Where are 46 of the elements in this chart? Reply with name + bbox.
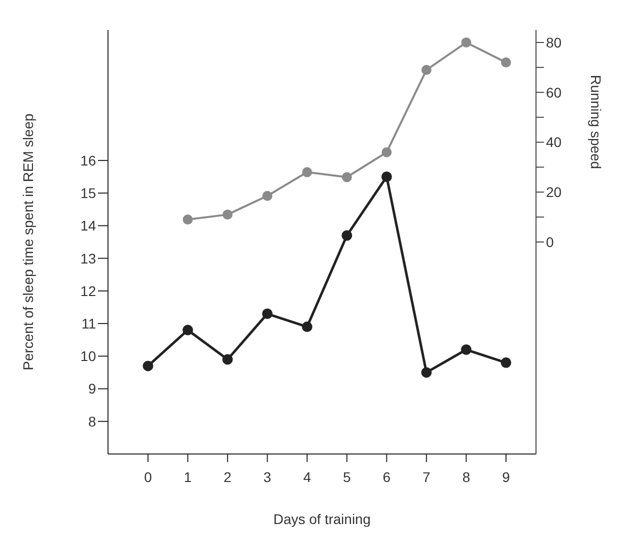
y-tick-label: 10 <box>80 348 96 364</box>
x-tick-label: 7 <box>422 468 431 485</box>
y-tick-label: 14 <box>80 218 96 234</box>
point <box>182 214 193 225</box>
y2-tick-label: 80 <box>546 34 562 50</box>
y-tick-label: 8 <box>88 413 96 430</box>
point <box>501 57 511 68</box>
point <box>421 64 432 75</box>
point <box>142 360 154 372</box>
x-tick-label: 3 <box>263 468 272 485</box>
y-tick-label: 11 <box>81 316 96 332</box>
point <box>382 147 392 158</box>
y-tick-label: 16 <box>80 152 96 168</box>
y-tick-label: 13 <box>80 250 96 266</box>
point <box>421 367 432 378</box>
y-tick-label: 9 <box>88 380 96 397</box>
x-tick-label: 1 <box>184 468 192 485</box>
point <box>262 190 272 201</box>
y2-tick-label: 40 <box>546 134 562 150</box>
point <box>342 172 352 182</box>
point <box>500 357 512 368</box>
y-tick-label: 12 <box>80 282 96 299</box>
y2-tick-label: 0 <box>546 234 554 250</box>
point <box>302 167 312 178</box>
point <box>262 308 273 320</box>
point <box>302 322 312 332</box>
y-axis-title: Percent of sleep time spent in REM sleep <box>20 113 36 370</box>
x-tick-label: 5 <box>342 468 351 485</box>
x-tick-label: 8 <box>462 468 470 485</box>
x-tick-label: 0 <box>144 468 152 485</box>
x-tick-label: 4 <box>303 468 312 485</box>
point <box>381 172 392 182</box>
x-tick-label: 9 <box>502 468 510 485</box>
x-axis-title: Days of training <box>273 511 371 527</box>
point <box>342 230 352 241</box>
point <box>222 354 233 365</box>
x-tick-label: 2 <box>224 468 232 485</box>
y2-axis-title: Running speed <box>588 74 604 170</box>
y2-tick-label: 20 <box>546 184 562 200</box>
point <box>182 324 194 336</box>
y2-tick-label: 60 <box>546 84 562 100</box>
x-tick-label: 6 <box>382 468 391 485</box>
y-tick-label: 15 <box>80 185 96 202</box>
point <box>460 344 472 355</box>
point <box>461 37 472 48</box>
point <box>222 210 233 220</box>
